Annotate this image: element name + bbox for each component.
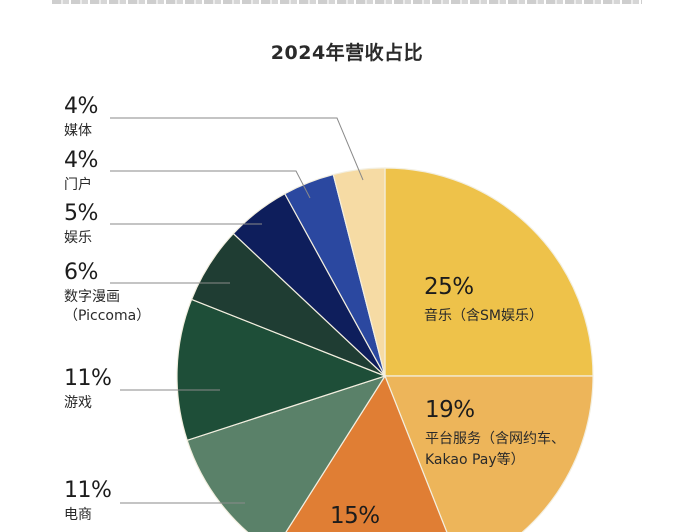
label-music-pct: 25% [424, 274, 474, 300]
label-platform-pct: 19% [425, 397, 475, 423]
label-games: 11% 游戏 [64, 366, 112, 413]
label-games-name: 游戏 [64, 395, 92, 411]
cropped-previous-paragraph [52, 0, 642, 5]
label-platform-name-line2: Kakao Pay等） [425, 451, 525, 468]
pie-slice-4 [176, 298, 387, 442]
label-orange-pct: 15% [330, 503, 380, 529]
pie-slice-1 [384, 375, 594, 532]
label-platform-name-line1: 平台服务（含网约车、 [425, 431, 565, 447]
label-entertainment: 5% 娱乐 [64, 203, 98, 248]
pie-slices [176, 167, 594, 532]
label-media: 4% 媒体 [64, 96, 98, 141]
label-platform: 19% 平台服务（含网约车、 Kakao Pay等） [425, 399, 565, 470]
label-orange-segment: 15% [330, 505, 380, 528]
label-music: 25% 音乐（含SM娱乐） [424, 276, 543, 326]
pie-slice-0 [384, 167, 594, 377]
label-media-name: 媒体 [64, 123, 92, 139]
label-portal: 4% 门户 [64, 150, 98, 195]
label-portal-name: 门户 [64, 177, 92, 193]
label-portal-pct: 4% [64, 148, 98, 173]
label-games-pct: 11% [64, 366, 112, 391]
label-music-name: 音乐（含SM娱乐） [424, 308, 543, 324]
leader-lines [110, 117, 364, 504]
label-ecommerce-pct: 11% [64, 478, 112, 503]
pie-slice-2 [285, 374, 448, 532]
label-webtoon-pct: 6% [64, 260, 98, 285]
leader-line-portal [110, 170, 311, 199]
chart-title: 2024年营收占比 [270, 42, 424, 64]
leader-line-media [110, 117, 364, 181]
label-entertainment-name: 娱乐 [64, 230, 92, 246]
label-media-pct: 4% [64, 94, 98, 119]
label-webtoon-name-line1: 数字漫画 [64, 289, 120, 305]
label-webtoon-name-line2: （Piccoma） [64, 307, 151, 324]
label-webtoon: 6% 数字漫画 （Piccoma） [64, 262, 150, 326]
label-ecommerce-name: 电商 [64, 507, 92, 523]
label-ecommerce: 11% 电商 [64, 478, 112, 525]
label-entertainment-pct: 5% [64, 201, 98, 226]
